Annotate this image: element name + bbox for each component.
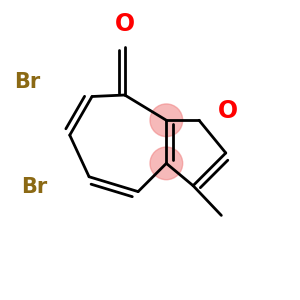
Text: Br: Br [21,177,47,197]
Text: O: O [115,12,135,36]
Circle shape [150,104,183,136]
Text: O: O [218,99,239,123]
Text: Br: Br [14,72,40,92]
Circle shape [150,147,183,180]
